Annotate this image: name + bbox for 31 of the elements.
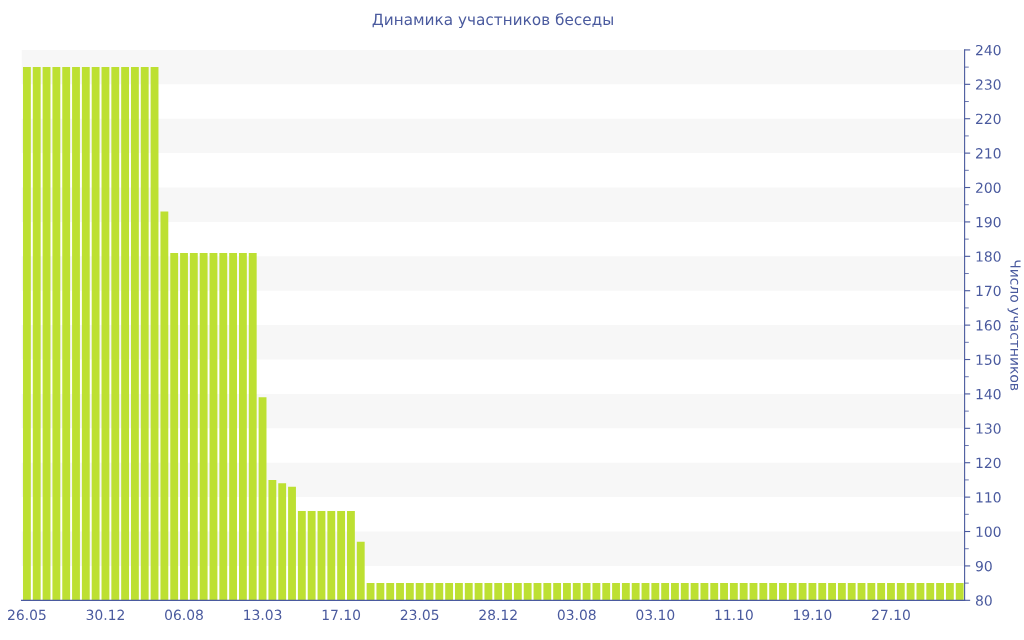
x-tick-label: 13.03 <box>244 609 282 621</box>
y-tick-label: 110 <box>976 492 1001 503</box>
y-tick-label: 230 <box>976 79 1001 90</box>
y-tick-label: 210 <box>976 148 1001 159</box>
x-tick-label: 30.12 <box>86 609 124 621</box>
x-tick-label: 19.10 <box>794 609 832 621</box>
x-tick-label: 26.05 <box>8 609 46 621</box>
y-tick-label: 130 <box>976 423 1001 434</box>
y-tick-label: 90 <box>975 560 992 572</box>
y-tick-label: 190 <box>976 216 1001 228</box>
y-tick-label: 170 <box>976 285 1001 297</box>
x-tick-label: 27.10 <box>872 609 910 621</box>
x-tick-label: 11.10 <box>715 609 753 621</box>
x-tick-label: 06.08 <box>165 609 203 621</box>
y-tick-label: 240 <box>976 44 1001 56</box>
y-tick-label: 180 <box>976 251 1001 262</box>
x-tick-label: 17.10 <box>322 609 361 621</box>
y-tick-label: 220 <box>976 113 1001 125</box>
y-tick-label: 120 <box>976 457 1001 469</box>
chart-title: Динамика участников беседы <box>372 13 613 29</box>
x-tick-label: 03.08 <box>557 609 596 621</box>
x-tick-label: 28.12 <box>479 609 517 621</box>
y-axis-title: Число участников <box>1007 260 1021 391</box>
y-tick-label: 150 <box>976 354 1001 365</box>
y-tick-label: 80 <box>975 595 992 606</box>
y-tick-label: 200 <box>976 182 1001 193</box>
y-tick-label: 140 <box>976 388 1001 400</box>
y-tick-label: 160 <box>976 320 1001 331</box>
x-tick-label: 03.10 <box>636 609 675 621</box>
x-tick-label: 23.05 <box>400 609 439 621</box>
y-tick-label: 100 <box>976 526 1001 537</box>
